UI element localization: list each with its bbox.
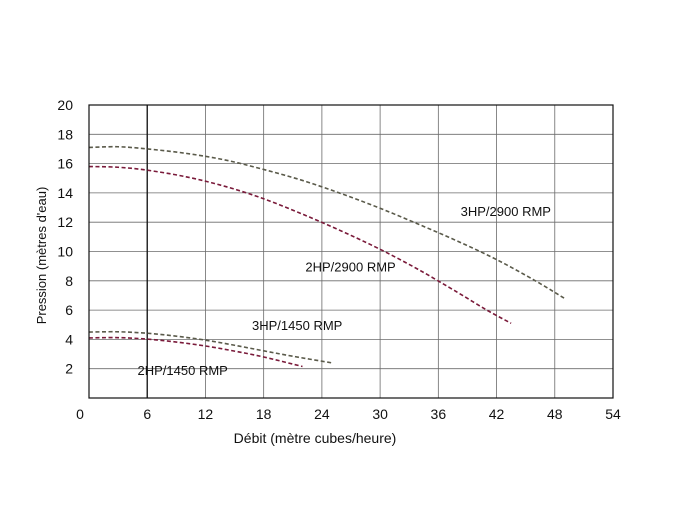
series-line-1 [88,145,565,300]
y-tick-label: 2 [65,361,73,377]
x-tick-label: 6 [143,406,151,422]
series-line-2 [88,165,512,324]
x-tick-label: 0 [76,406,84,422]
x-tick-label: 42 [489,406,505,422]
y-tick-labels: 2 4 6 8 10 12 14 16 18 20 [57,97,73,377]
y-tick-label: 4 [65,331,73,347]
chart-grid [88,104,614,398]
x-tick-label: 24 [314,406,330,422]
series-label: 3HP/2900 RMP [461,204,551,219]
x-tick-label: 54 [605,406,621,422]
y-tick-label: 14 [57,185,73,201]
series-label: 3HP/1450 RMP [252,318,342,333]
y-tick-label: 16 [57,156,73,172]
y-tick-label: 8 [65,273,73,289]
y-tick-label: 10 [57,244,73,260]
series-label: 2HP/1450 RMP [138,363,228,378]
series-curves [88,145,565,368]
series-labels: 3HP/2900 RMP 2HP/2900 RMP 3HP/1450 RMP 2HP/… [138,204,551,378]
series-label: 2HP/2900 RMP [305,260,395,275]
x-tick-label: 48 [547,406,563,422]
plot-frame-group [88,104,614,399]
x-tick-labels: 0 6 12 18 24 30 36 42 48 54 [76,406,621,422]
x-tick-label: 12 [198,406,214,422]
x-tick-label: 18 [256,406,272,422]
x-tick-label: 30 [372,406,388,422]
x-axis-title: Débit (mètre cubes/heure) [234,430,397,446]
y-tick-label: 12 [57,214,73,230]
y-axis-title: Pression (mètres d'eau) [34,187,49,325]
y-tick-label: 6 [65,302,73,318]
y-tick-label: 18 [57,126,73,142]
plot-frame [88,104,614,399]
y-tick-label: 20 [57,97,73,113]
series-line-3 [88,330,332,364]
x-tick-label: 36 [431,406,447,422]
